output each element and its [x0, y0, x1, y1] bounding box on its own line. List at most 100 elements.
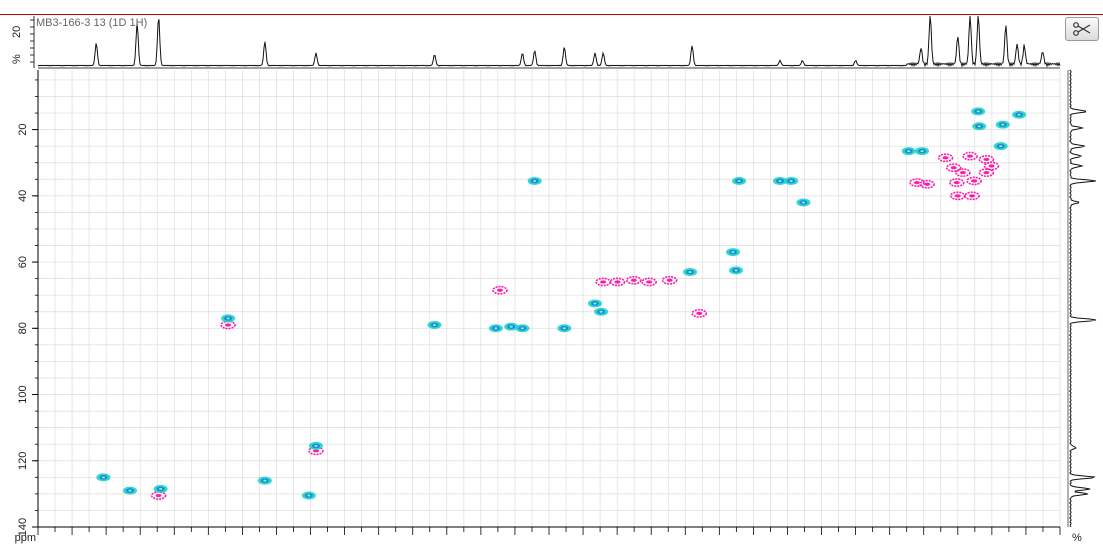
- negative-cross-peak: [955, 168, 971, 178]
- positive-cross-peak: [122, 486, 137, 495]
- positive-cross-peak: [993, 142, 1008, 151]
- contour-inner: [988, 164, 995, 168]
- right-projection-trace: [1068, 69, 1097, 528]
- contour-outer: [983, 161, 1000, 171]
- contour-inner: [954, 194, 961, 198]
- experiment-label: MB3-166-3 13 (1D 1H): [36, 17, 148, 29]
- contour-core: [263, 479, 267, 482]
- contour-core: [778, 179, 782, 182]
- y-tick-label: 120: [17, 452, 29, 470]
- contour-inner: [913, 180, 920, 185]
- positive-cross-peak: [594, 307, 609, 316]
- contour-core: [562, 327, 566, 330]
- contour-inner: [971, 179, 978, 183]
- positive-cross-peak: [1012, 110, 1027, 119]
- negative-cross-peak: [964, 191, 980, 201]
- negative-cross-peak: [948, 178, 965, 187]
- y-tick-label: 100: [17, 385, 29, 403]
- contour-inner: [630, 278, 637, 282]
- positive-cross-peak: [915, 147, 930, 156]
- contour-inner: [967, 154, 974, 158]
- contour-outer: [978, 168, 995, 178]
- positive-cross-peak: [96, 473, 111, 482]
- contour-outer: [641, 277, 657, 287]
- negative-cross-peak: [962, 151, 978, 161]
- contour-inner: [225, 323, 232, 327]
- contour-inner: [983, 171, 990, 175]
- contour-outer: [919, 179, 935, 189]
- contour-outer: [492, 285, 508, 295]
- contour-outer: [691, 309, 708, 318]
- top-axis-tick-label: 20: [11, 26, 23, 38]
- contour-inner: [969, 194, 976, 198]
- contour-outer: [626, 275, 642, 285]
- contour-outer: [909, 178, 925, 187]
- negative-cross-peak: [691, 309, 708, 318]
- positive-cross-peak: [527, 176, 542, 185]
- positive-cross-peak: [221, 314, 236, 323]
- negative-cross-peak: [492, 285, 508, 295]
- contour-core: [737, 179, 741, 182]
- contour-core: [977, 125, 981, 128]
- contour-outer: [964, 191, 980, 201]
- contour-inner: [312, 449, 319, 453]
- negative-cross-peak: [609, 277, 626, 287]
- contour-inner: [924, 182, 931, 186]
- grid-lines: [37, 70, 1061, 528]
- positive-cross-peak: [971, 107, 986, 116]
- top-axis-unit-label: %: [11, 54, 23, 64]
- contour-inner: [942, 156, 949, 160]
- negative-cross-peak: [978, 155, 995, 164]
- contour-inner: [950, 166, 957, 170]
- contour-inner: [959, 171, 966, 175]
- negative-cross-peak: [919, 179, 935, 189]
- contour-inner: [696, 311, 703, 316]
- contour-core: [734, 269, 738, 272]
- contour-core: [159, 487, 163, 490]
- positive-cross-peak: [972, 122, 987, 131]
- contour-core: [789, 179, 793, 182]
- contour-outer: [945, 163, 962, 173]
- contour-core: [907, 150, 911, 153]
- positive-cross-peak: [301, 491, 316, 500]
- contour-outer: [962, 151, 978, 161]
- contour-core: [432, 323, 437, 326]
- contour-core: [1017, 113, 1021, 116]
- positive-cross-peak: [732, 176, 747, 185]
- y-tick-label: 140: [17, 518, 29, 536]
- y-axis-label: ppm: [15, 532, 36, 544]
- contour-core: [307, 494, 311, 497]
- contour-inner: [953, 180, 960, 185]
- positive-cross-peak: [784, 176, 799, 185]
- negative-cross-peak: [978, 168, 995, 178]
- contour-core: [520, 327, 525, 330]
- contour-core: [314, 444, 318, 447]
- negative-cross-peak: [626, 275, 642, 285]
- y-tick-label: 80: [17, 322, 29, 334]
- contour-outer: [978, 155, 995, 164]
- positive-cross-peak: [901, 147, 916, 156]
- positive-cross-peak: [427, 320, 442, 329]
- scissors-button[interactable]: [1065, 17, 1099, 41]
- contour-core: [494, 327, 498, 330]
- y-tick-label: 40: [17, 190, 29, 202]
- scissors-icon: [1073, 22, 1091, 36]
- y-tick-label: 60: [17, 256, 29, 268]
- negative-cross-peak: [945, 163, 962, 173]
- contour-inner: [614, 280, 621, 284]
- contour-inner: [600, 280, 607, 284]
- negative-cross-peak: [909, 178, 925, 187]
- contour-inner: [155, 493, 162, 498]
- contour-core: [920, 150, 924, 153]
- contour-inner: [646, 280, 653, 284]
- contour-core: [801, 201, 806, 204]
- contour-core: [1001, 123, 1005, 126]
- positive-cross-peak: [504, 322, 519, 331]
- contour-inner: [983, 157, 990, 162]
- contour-core: [999, 145, 1003, 148]
- right-axis-unit-label: %: [1072, 532, 1082, 544]
- positive-cross-peak: [515, 324, 530, 333]
- negative-cross-peak: [983, 161, 1000, 171]
- contour-core: [533, 179, 537, 182]
